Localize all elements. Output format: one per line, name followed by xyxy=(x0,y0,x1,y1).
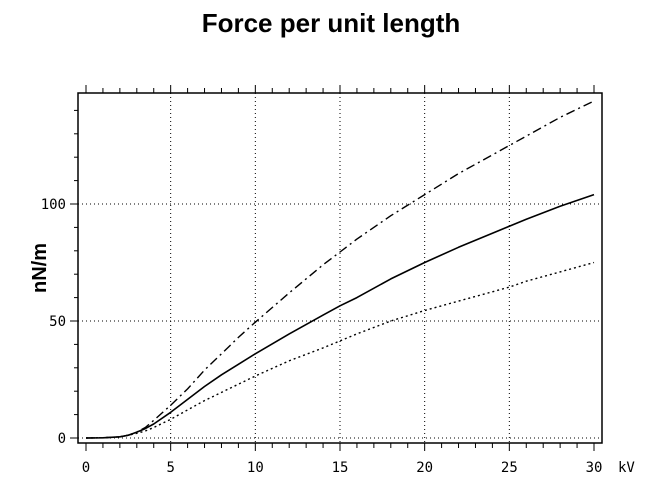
x-axis-label: kV xyxy=(618,460,635,476)
tick-marks xyxy=(70,85,595,451)
chart-title: Force per unit length xyxy=(201,8,461,38)
x-tick-label: 10 xyxy=(247,460,264,476)
x-tick-label: 5 xyxy=(166,460,174,476)
x-tick-label: 25 xyxy=(501,460,518,476)
y-tick-label: 100 xyxy=(41,197,66,213)
y-tick-label: 50 xyxy=(49,314,66,330)
series-lines xyxy=(85,100,595,439)
x-tick-label: 0 xyxy=(82,460,90,476)
y-axis-label: nN/m xyxy=(29,243,51,293)
series-line-dotted xyxy=(85,261,595,439)
tick-labels: 0 5 10 15 20 25 30 0 50 100 xyxy=(41,197,603,476)
x-tick-label: 30 xyxy=(586,460,603,476)
plot-frame xyxy=(77,92,603,444)
series-line-solid xyxy=(85,193,595,439)
x-tick-label: 15 xyxy=(332,460,349,476)
y-tick-label: 0 xyxy=(58,431,66,447)
grid-lines xyxy=(78,93,602,443)
x-tick-label: 20 xyxy=(416,460,433,476)
